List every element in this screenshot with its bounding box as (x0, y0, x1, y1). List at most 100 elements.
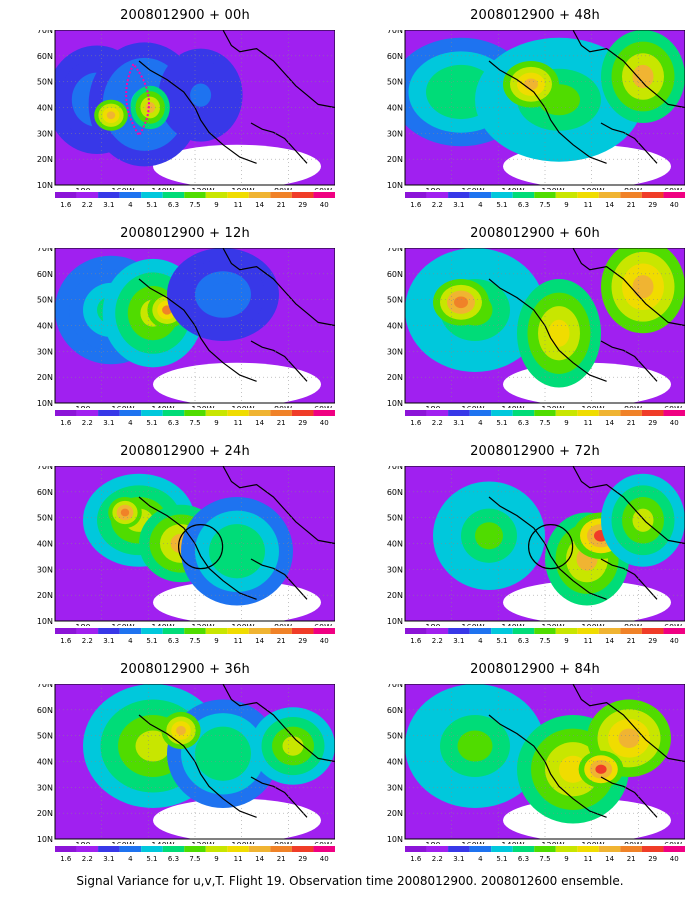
colorbar-swatch (620, 410, 642, 416)
contour-region (632, 64, 654, 89)
colorbar-swatch (205, 628, 228, 634)
latitude-label: 40N (387, 540, 403, 549)
colorbar-swatch (598, 846, 621, 852)
colorbar-swatch (141, 628, 163, 634)
contour-region (548, 319, 570, 347)
longitude-label: 100W (581, 405, 604, 408)
colorbar-label: 2.2 (82, 201, 93, 209)
colorbar-swatch (227, 628, 249, 634)
colorbar-label: 40 (670, 201, 679, 209)
colorbar-swatch (491, 846, 513, 852)
figure-caption: Signal Variance for u,v,T. Flight 19. Ob… (76, 874, 624, 888)
colorbar-label: 7.5 (539, 855, 550, 863)
colorbar-swatch (641, 410, 664, 416)
latitude-label: 20N (387, 809, 403, 818)
target-circle (178, 523, 224, 570)
longitude-label: 180 (75, 405, 90, 408)
map-panel: 2008012900 + 60h 70N 60N 50N 40N 30N 20N 10N 180… (385, 226, 685, 436)
colorbar-label: 5.1 (146, 201, 157, 209)
longitude-label: 80W (624, 623, 642, 626)
colorbar-swatch (205, 410, 228, 416)
colorbar-swatch (184, 192, 206, 198)
colorbar-swatch (534, 192, 556, 198)
latitude-label: 10N (387, 399, 403, 408)
contour-region (209, 740, 237, 768)
contour-region (190, 83, 212, 107)
colorbar-label: 5.1 (496, 637, 507, 645)
map-frame (54, 30, 335, 186)
colorbar-swatch (184, 628, 206, 634)
colorbar-label: 4 (128, 419, 133, 427)
colorbar-label: 1.6 (60, 637, 72, 645)
longitude-label: 140W (501, 841, 524, 844)
colorbar-label: 6.3 (168, 419, 179, 427)
coastline (488, 496, 607, 600)
colorbar-label: 6.3 (518, 855, 529, 863)
colorbar-swatch (248, 846, 271, 852)
colorbar-swatch (76, 192, 99, 198)
colorbar-label: 9 (214, 419, 218, 427)
colorbar-label: 9 (214, 201, 218, 209)
colorbar-label: 11 (584, 855, 593, 863)
colorbar-label: 9 (564, 855, 568, 863)
latitude-label: 20N (37, 591, 53, 600)
colorbar-swatch (555, 628, 578, 634)
colorbar-swatch (141, 410, 163, 416)
latitude-label: 30N (387, 129, 403, 138)
colorbar-swatch (448, 628, 470, 634)
colorbar-label: 1.6 (60, 201, 72, 209)
colorbar-label: 4 (128, 637, 133, 645)
colorbar-label: 29 (648, 419, 657, 427)
colorbar: 1.6 2.2 3.1 4 5.1 6.3 7.5 9 11 14 21 29 40 (405, 192, 685, 209)
longitude-label: 160W (461, 405, 484, 408)
map-panel: 2008012900 + 72h 70N 60N 50N 40N 30N 20N 10N 180… (385, 444, 685, 654)
colorbar-label: 14 (605, 855, 614, 863)
colorbar-label: 3.1 (453, 201, 464, 209)
colorbar-label: 11 (234, 637, 243, 645)
colorbar-swatch (55, 628, 77, 634)
contour-region (120, 508, 130, 517)
coastline (488, 714, 607, 818)
colorbar-label: 40 (670, 855, 679, 863)
latitude-label: 60N (387, 488, 403, 497)
panel-title: 2008012900 + 60h (470, 226, 600, 241)
longitude-label: 100W (231, 187, 254, 190)
map-panel: 2008012900 + 84h 70N 60N 50N 40N 30N 20N 10N 180… (385, 662, 685, 872)
colorbar-label: 40 (670, 419, 679, 427)
colorbar-label: 14 (255, 419, 264, 427)
colorbar-label: 5.1 (146, 855, 157, 863)
colorbar-label: 40 (320, 419, 329, 427)
colorbar-swatch (512, 410, 535, 416)
latitude-label: 40N (387, 104, 403, 113)
longitude-label: 180 (425, 405, 440, 408)
colorbar-label: 9 (214, 637, 218, 645)
colorbar-swatch (534, 410, 556, 416)
colorbar-swatch (663, 192, 685, 198)
colorbar-label: 7.5 (189, 201, 200, 209)
latitude-label: 10N (37, 835, 53, 844)
longitude-label: 80W (624, 841, 642, 844)
colorbar-swatch (55, 192, 77, 198)
latitude-label: 60N (37, 270, 53, 279)
colorbar-swatch (448, 192, 470, 198)
longitude-label: 100W (231, 841, 254, 844)
latitude-label: 50N (387, 732, 403, 741)
coastline (600, 340, 658, 382)
latitude-label: 70N (387, 30, 403, 35)
colorbar-swatch (512, 628, 535, 634)
colorbar: 1.6 2.2 3.1 4 5.1 6.3 7.5 9 11 14 21 29 40 (55, 410, 335, 427)
colorbar-label: 21 (277, 419, 286, 427)
colorbar-swatch (512, 192, 535, 198)
latitude-label: 40N (37, 104, 53, 113)
latitude-label: 60N (387, 270, 403, 279)
colorbar-label: 3.1 (103, 637, 114, 645)
longitude-label: 80W (274, 841, 292, 844)
map-frame (404, 684, 685, 840)
colorbar: 1.6 2.2 3.1 4 5.1 6.3 7.5 9 11 14 21 29 40 (55, 192, 335, 209)
colorbar-swatch (663, 846, 685, 852)
contour-region (595, 764, 607, 774)
colorbar-swatch (313, 628, 335, 634)
colorbar-swatch (663, 410, 685, 416)
latitude-label: 20N (387, 591, 403, 600)
contour-region (223, 537, 251, 565)
